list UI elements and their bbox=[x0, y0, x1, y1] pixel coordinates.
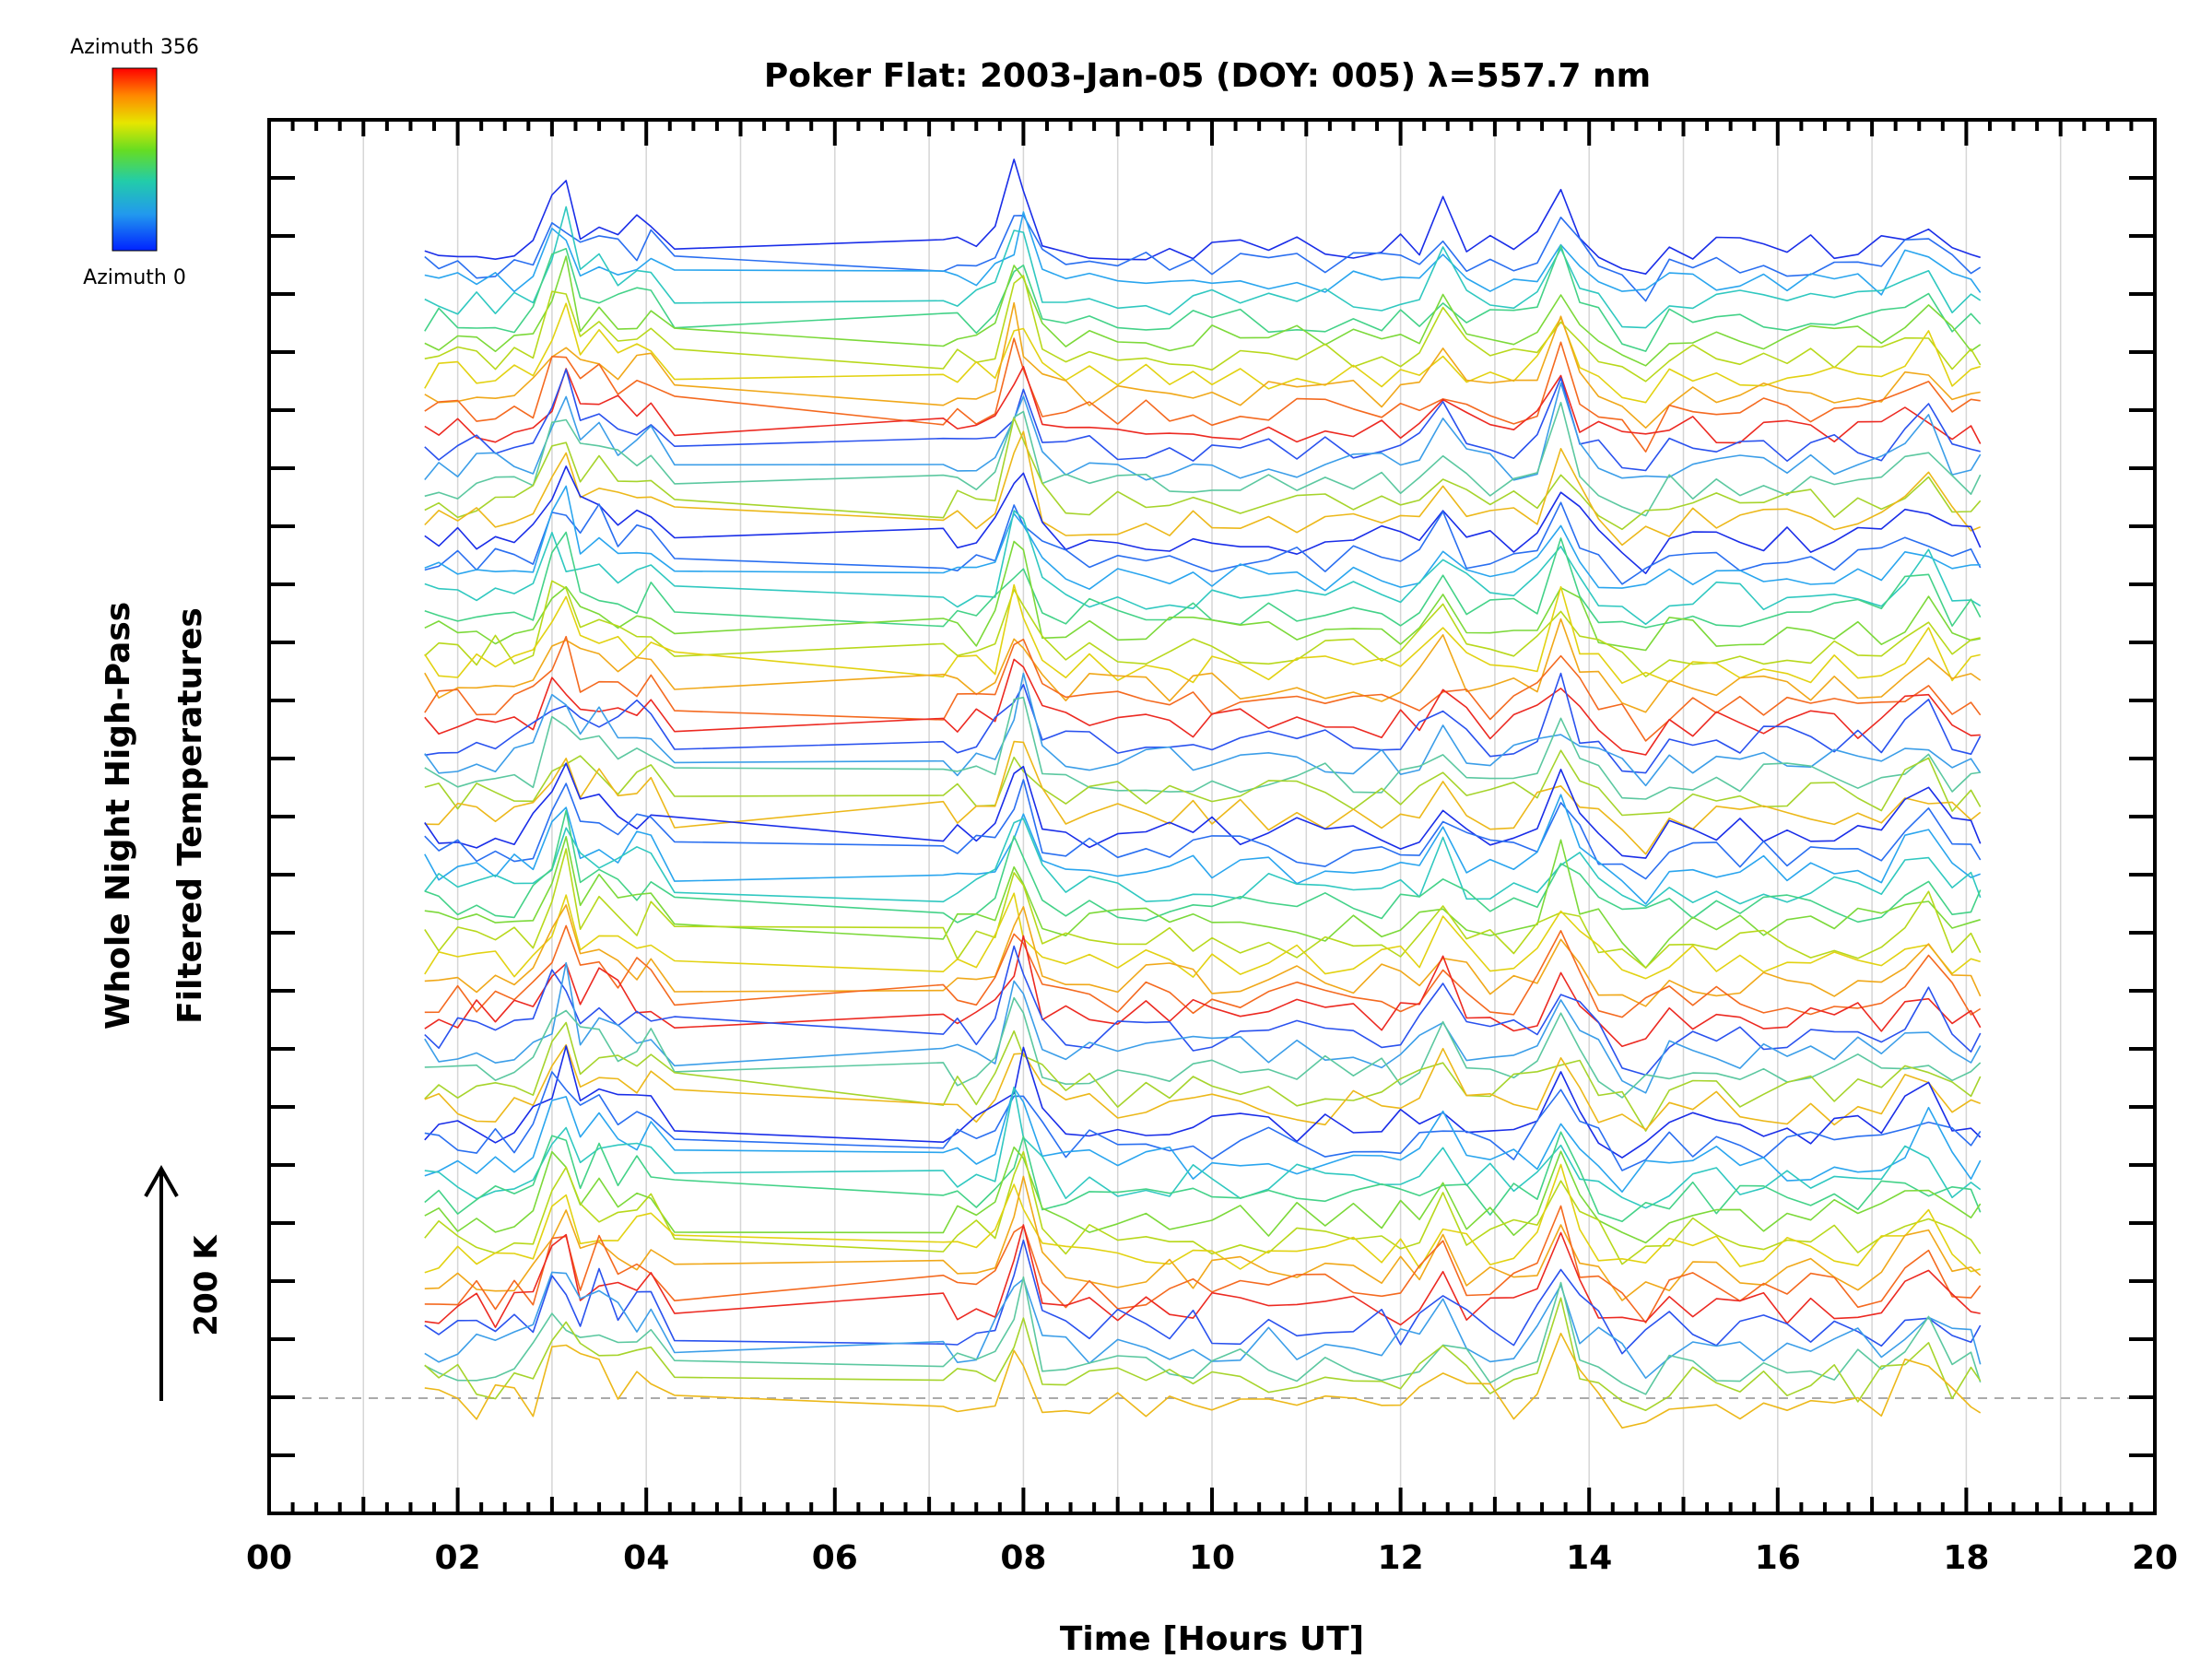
series-line bbox=[424, 996, 1982, 1099]
series-line bbox=[424, 848, 1982, 969]
x-tick-label: 10 bbox=[1189, 1539, 1235, 1577]
series-line bbox=[424, 417, 1982, 531]
series-line bbox=[424, 430, 1981, 547]
x-tick-label: 04 bbox=[623, 1539, 669, 1577]
x-tick-label: 20 bbox=[2132, 1539, 2178, 1577]
x-tick-label: 12 bbox=[1378, 1539, 1424, 1577]
series-line bbox=[424, 762, 1982, 859]
series-line bbox=[424, 531, 1982, 629]
colorbar-bottom-label: Azimuth 0 bbox=[83, 266, 186, 289]
chart-title: Poker Flat: 2003-Jan-05 (DOY: 005) λ=557… bbox=[764, 57, 1651, 95]
x-axis-label: Time [Hours UT] bbox=[1060, 1620, 1364, 1658]
series-line bbox=[424, 159, 1981, 276]
series-line bbox=[424, 1276, 1982, 1395]
series-line bbox=[424, 1332, 1982, 1429]
series-line bbox=[424, 1224, 1981, 1328]
series-line bbox=[424, 215, 1982, 302]
colorbar bbox=[112, 67, 158, 252]
series-line bbox=[424, 1131, 1982, 1223]
series-line bbox=[424, 1271, 1982, 1379]
series-line bbox=[424, 1150, 1982, 1265]
series-lines bbox=[424, 159, 1982, 1429]
series-line bbox=[424, 369, 1981, 472]
series-line bbox=[424, 365, 1982, 444]
series-line bbox=[424, 892, 1981, 980]
series-line bbox=[424, 1146, 1982, 1244]
scale-arrow-head bbox=[144, 1164, 179, 1197]
series-line bbox=[424, 501, 1982, 585]
scale-bar-label: 200 K bbox=[188, 1234, 225, 1336]
series-line bbox=[424, 540, 1981, 652]
series-line bbox=[424, 635, 1982, 742]
series-line bbox=[424, 779, 1982, 880]
series-line bbox=[424, 1239, 1982, 1355]
x-tick-label: 14 bbox=[1566, 1539, 1612, 1577]
x-tick-label: 08 bbox=[1000, 1539, 1046, 1577]
series-line bbox=[424, 696, 1981, 800]
series-line bbox=[424, 794, 1981, 905]
series-line bbox=[424, 465, 1982, 575]
series-line bbox=[424, 206, 1982, 329]
series-line bbox=[424, 809, 1982, 924]
series-line bbox=[424, 580, 1981, 677]
series-line bbox=[424, 935, 1982, 1048]
series-line bbox=[424, 337, 1981, 453]
series-line bbox=[424, 904, 1982, 1007]
series-line bbox=[424, 1163, 1981, 1274]
x-tick-labels: 00 02 04 06 08 10 12 14 16 18 20 bbox=[246, 1539, 2178, 1577]
x-tick-label: 18 bbox=[1943, 1539, 1989, 1577]
series-line bbox=[424, 1205, 1982, 1324]
series-line bbox=[424, 1297, 1982, 1411]
series-line bbox=[424, 255, 1982, 367]
series-line bbox=[424, 583, 1981, 685]
series-line bbox=[424, 382, 1982, 481]
series-line bbox=[424, 1021, 1982, 1132]
series-line bbox=[424, 740, 1982, 855]
series-line bbox=[424, 835, 1981, 969]
series-line bbox=[424, 961, 1982, 1094]
vertical-gridlines bbox=[362, 120, 2062, 1513]
series-line bbox=[424, 301, 1981, 429]
series-line bbox=[424, 275, 1982, 382]
series-line bbox=[424, 1175, 1982, 1301]
x-tick-label: 02 bbox=[435, 1539, 481, 1577]
series-line bbox=[424, 924, 1982, 1018]
series-line bbox=[424, 749, 1982, 817]
series-line bbox=[424, 1086, 1982, 1209]
series-line bbox=[424, 672, 1982, 787]
series-line bbox=[424, 945, 1982, 1077]
y-axis-label-line2: Filtered Temperatures bbox=[171, 607, 209, 1024]
x-tick-label: 00 bbox=[246, 1539, 292, 1577]
series-line bbox=[424, 401, 1982, 517]
series-line bbox=[424, 618, 1982, 713]
x-tick-label: 16 bbox=[1755, 1539, 1801, 1577]
series-line bbox=[424, 510, 1982, 626]
series-line bbox=[424, 1087, 1982, 1193]
y-axis-label-line1: Whole Night High-Pass bbox=[100, 602, 137, 1030]
x-tick-label: 06 bbox=[812, 1539, 858, 1577]
series-line bbox=[424, 1045, 1982, 1159]
series-line bbox=[424, 1071, 1982, 1171]
series-line bbox=[424, 1043, 1981, 1131]
axis-ticks bbox=[267, 120, 2157, 1513]
series-line bbox=[424, 658, 1981, 756]
series-line bbox=[424, 211, 1982, 296]
series-line bbox=[424, 672, 1982, 774]
series-line bbox=[424, 818, 1982, 908]
colorbar-top-label: Azimuth 356 bbox=[70, 36, 199, 59]
series-line bbox=[424, 485, 1981, 592]
